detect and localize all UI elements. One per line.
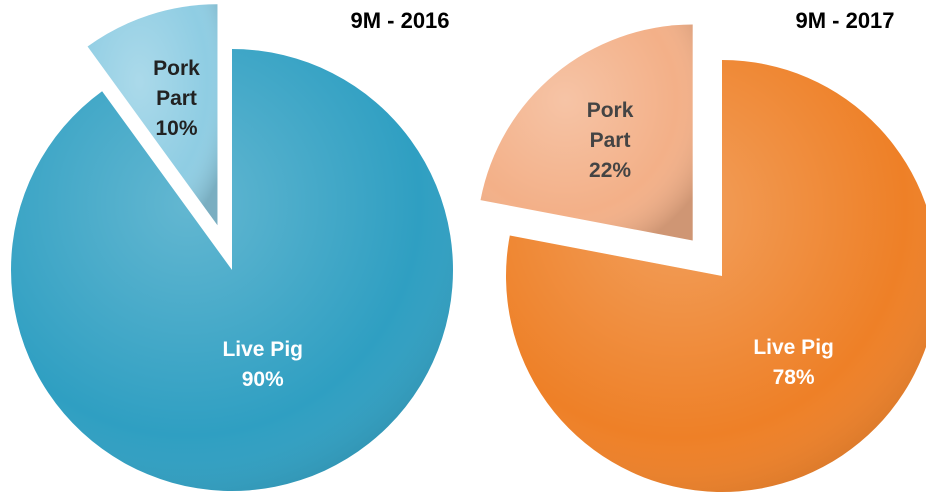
slice-category: Live Pig <box>753 335 834 359</box>
slice-value: 22% <box>589 158 632 182</box>
slice-category: Pork Part <box>586 98 634 152</box>
chart-title: 9M - 2016 <box>350 8 450 33</box>
slice-shine <box>506 60 926 492</box>
slice-shine <box>87 4 218 226</box>
slice-category: Pork Part <box>153 57 200 111</box>
chart-title: 9M - 2017 <box>795 8 895 33</box>
slice-label: Live Pig 78% <box>724 333 864 393</box>
slice-category: Live Pig <box>222 337 303 361</box>
slice-value: 10% <box>155 117 198 141</box>
slice-value: 78% <box>772 365 815 389</box>
slice-label: Live Pig 90% <box>193 335 333 395</box>
slice-value: 90% <box>241 367 284 391</box>
slice-label: Pork Part 10% <box>142 54 212 144</box>
slice-label: Pork Part 22% <box>575 96 645 186</box>
slice-shine <box>10 49 454 491</box>
slice-shine <box>480 24 693 241</box>
